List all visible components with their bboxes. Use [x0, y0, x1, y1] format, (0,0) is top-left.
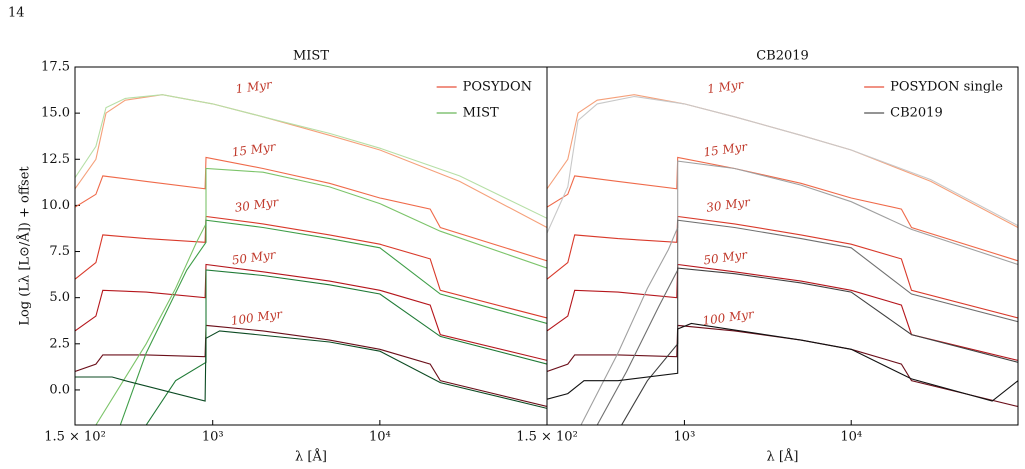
spectrum-line: [75, 94, 547, 219]
x-tick-label: 10³: [202, 430, 224, 445]
x-tick-label: 1.5 × 10²: [516, 430, 578, 445]
spectrum-line: [547, 263, 1018, 361]
age-annotation: 50 Myr: [703, 247, 750, 267]
y-tick-label: 15.0: [41, 106, 70, 121]
x-tick-label: 10⁴: [369, 430, 391, 445]
spectrum-line: [75, 215, 547, 319]
x-tick-label: 10⁴: [840, 430, 862, 445]
y-tick-label: 12.5: [41, 152, 70, 167]
spectrum-line: [119, 219, 547, 425]
y-tick-label: 10.0: [41, 198, 70, 213]
spectrum-line: [547, 322, 1018, 402]
x-axis-label: λ [Å]: [295, 449, 327, 465]
spectrum-line: [547, 94, 1018, 228]
legend-label: MIST: [463, 106, 499, 121]
legend: POSYDON MIST: [436, 80, 532, 121]
legend: POSYDON single CB2019: [864, 80, 1003, 121]
y-tick-label: 17.5: [41, 60, 70, 75]
plot-area: [547, 94, 1018, 425]
spectrum-line: [596, 219, 1018, 425]
y-tick-label: 5.0: [49, 290, 70, 305]
axes-frame: [546, 66, 1019, 426]
spectrum-line: [75, 156, 547, 262]
spectrum-line: [547, 156, 1018, 262]
panel-title: MIST: [293, 49, 329, 64]
page-number: 14: [8, 6, 25, 21]
axes-frame: [74, 66, 548, 426]
y-tick-label: 2.5: [49, 336, 70, 351]
panel-title: CB2019: [756, 49, 809, 64]
age-annotation: 30 Myr: [705, 195, 752, 215]
legend-label: CB2019: [890, 106, 943, 121]
age-annotation: 100 Myr: [702, 307, 756, 328]
age-annotation: 1 Myr: [235, 77, 274, 96]
legend-label: POSYDON single: [890, 80, 1003, 95]
legend-label: POSYDON: [463, 80, 532, 95]
spectrum-line: [75, 263, 547, 361]
spectrum-line: [580, 160, 1018, 425]
x-axis-label: λ [Å]: [767, 449, 799, 465]
y-tick-label: 7.5: [49, 244, 70, 259]
age-annotation: 50 Myr: [231, 247, 278, 267]
age-annotation: 1 Myr: [706, 77, 745, 96]
spectrum-line: [95, 167, 547, 425]
age-annotation: 15 Myr: [703, 139, 750, 159]
spectrum-line: [547, 95, 1018, 234]
y-tick-label: 0.0: [49, 382, 70, 397]
spectrum-line: [547, 215, 1018, 319]
age-annotation: 15 Myr: [231, 139, 278, 159]
y-axis-label: Log (Lλ [L⊙/Å]) + offset: [17, 166, 33, 326]
spectrum-line: [547, 324, 1018, 408]
spectrum-line: [75, 324, 547, 408]
x-tick-label: 10³: [674, 430, 696, 445]
age-annotation: 100 Myr: [230, 307, 284, 328]
plot-area: [75, 94, 547, 425]
spectrum-line: [145, 269, 547, 425]
x-tick-label: 1.5 × 10²: [44, 430, 106, 445]
age-annotation: 30 Myr: [234, 195, 281, 215]
spectrum-line: [75, 330, 547, 409]
spectrum-line: [621, 267, 1018, 425]
